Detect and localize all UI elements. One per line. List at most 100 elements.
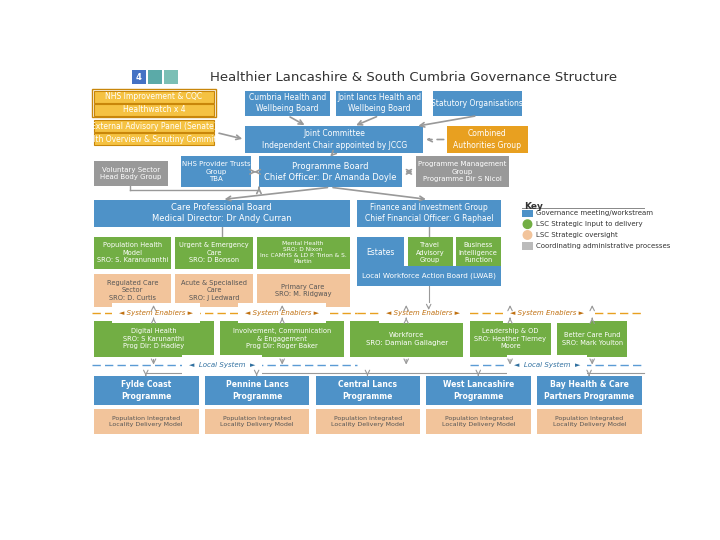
FancyBboxPatch shape — [408, 237, 453, 269]
Circle shape — [523, 220, 532, 228]
FancyBboxPatch shape — [175, 237, 253, 269]
FancyBboxPatch shape — [537, 409, 642, 434]
FancyBboxPatch shape — [94, 321, 214, 356]
FancyBboxPatch shape — [94, 120, 214, 132]
FancyBboxPatch shape — [94, 409, 199, 434]
Text: Pennine Lancs
Programme: Pennine Lancs Programme — [225, 381, 289, 401]
FancyBboxPatch shape — [357, 266, 500, 286]
FancyBboxPatch shape — [426, 376, 531, 405]
Text: Joint lancs Health and
Wellbeing Board: Joint lancs Health and Wellbeing Board — [337, 93, 421, 113]
FancyBboxPatch shape — [204, 376, 310, 405]
Text: Population Integrated
Locality Delivery Model: Population Integrated Locality Delivery … — [220, 416, 294, 427]
FancyBboxPatch shape — [351, 321, 463, 356]
Text: ◄ System Enablers ►: ◄ System Enablers ► — [246, 309, 319, 316]
Text: Travel
Advisory
Group: Travel Advisory Group — [416, 242, 444, 263]
FancyBboxPatch shape — [256, 237, 350, 269]
FancyBboxPatch shape — [523, 210, 533, 217]
FancyBboxPatch shape — [315, 409, 420, 434]
FancyBboxPatch shape — [204, 409, 310, 434]
Text: Coordinating administrative processes: Coordinating administrative processes — [536, 243, 671, 249]
Text: Key: Key — [524, 202, 543, 211]
FancyBboxPatch shape — [469, 321, 551, 356]
FancyBboxPatch shape — [181, 157, 251, 187]
Text: Governance meeting/workstream: Governance meeting/workstream — [536, 211, 654, 217]
Text: Population Integrated
Locality Delivery Model: Population Integrated Locality Delivery … — [442, 416, 516, 427]
Text: Urgent & Emergency
Care
SRO: D Bonson: Urgent & Emergency Care SRO: D Bonson — [179, 242, 249, 263]
Text: LSC Strategic Input to delivery: LSC Strategic Input to delivery — [536, 221, 643, 227]
FancyBboxPatch shape — [446, 126, 528, 153]
FancyBboxPatch shape — [426, 409, 531, 434]
FancyBboxPatch shape — [94, 274, 171, 307]
FancyBboxPatch shape — [175, 274, 253, 307]
FancyBboxPatch shape — [94, 200, 350, 227]
Text: Population Integrated
Locality Delivery Model: Population Integrated Locality Delivery … — [109, 416, 183, 427]
FancyBboxPatch shape — [433, 91, 522, 116]
FancyBboxPatch shape — [94, 237, 171, 269]
FancyBboxPatch shape — [132, 70, 145, 84]
Text: Voluntary Sector
Head Body Group: Voluntary Sector Head Body Group — [100, 167, 161, 180]
Text: Fylde Coast
Programme: Fylde Coast Programme — [121, 381, 171, 401]
Text: Finance and Investment Group
Chief Financial Officer: G Raphael: Finance and Investment Group Chief Finan… — [365, 204, 493, 224]
Text: Care Professional Board
Medical Director: Dr Andy Curran: Care Professional Board Medical Director… — [152, 204, 292, 224]
Text: Central Lancs
Programme: Central Lancs Programme — [338, 381, 397, 401]
Text: ◄ System Enablers ►: ◄ System Enablers ► — [119, 309, 193, 316]
FancyBboxPatch shape — [357, 237, 404, 269]
FancyBboxPatch shape — [357, 200, 500, 227]
Text: Health Overview & Scrutiny Committee: Health Overview & Scrutiny Committee — [78, 134, 230, 144]
Text: Estates: Estates — [366, 248, 395, 257]
Text: Primary Care
SRO: M. Ridgway: Primary Care SRO: M. Ridgway — [275, 284, 331, 297]
Text: External Advisory Panel (Senate): External Advisory Panel (Senate) — [91, 122, 217, 131]
FancyBboxPatch shape — [557, 321, 627, 356]
Text: ◄  Local System  ►: ◄ Local System ► — [514, 362, 580, 368]
FancyBboxPatch shape — [94, 104, 214, 116]
Text: Population Integrated
Locality Delivery Model: Population Integrated Locality Delivery … — [553, 416, 626, 427]
Text: Digital Health
SRO: S Karunanthi
Prog Dir: D Hadley: Digital Health SRO: S Karunanthi Prog Di… — [123, 328, 184, 349]
FancyBboxPatch shape — [94, 133, 214, 145]
Text: Healthier Lancashire & South Cumbria Governance Structure: Healthier Lancashire & South Cumbria Gov… — [210, 71, 617, 84]
FancyBboxPatch shape — [94, 161, 168, 186]
Text: Statutory Organisations: Statutory Organisations — [431, 99, 523, 108]
Text: ◄ System Enablers ►: ◄ System Enablers ► — [510, 309, 584, 316]
Text: Programme Board
Chief Officer: Dr Amanda Doyle: Programme Board Chief Officer: Dr Amanda… — [264, 162, 397, 182]
FancyBboxPatch shape — [523, 242, 533, 249]
Text: 4: 4 — [136, 72, 142, 82]
FancyBboxPatch shape — [94, 376, 199, 405]
Text: Cumbria Health and
Wellbeing Board: Cumbria Health and Wellbeing Board — [249, 93, 326, 113]
Text: ◄  Local System  ►: ◄ Local System ► — [189, 362, 255, 368]
Text: Regulated Care
Sector
SRO: D. Curtis: Regulated Care Sector SRO: D. Curtis — [107, 280, 158, 301]
Text: Population Health
Model
SRO: S. Karanunanthi: Population Health Model SRO: S. Karanuna… — [97, 242, 168, 263]
Text: Workforce
SRO: Damian Gallagher: Workforce SRO: Damian Gallagher — [366, 332, 448, 346]
Text: Joint Committee
Independent Chair appointed by JCCG: Joint Committee Independent Chair appoin… — [261, 130, 407, 150]
Text: Healthwatch x 4: Healthwatch x 4 — [122, 105, 185, 114]
FancyBboxPatch shape — [245, 91, 330, 116]
Text: Local Workforce Action Board (LWAB): Local Workforce Action Board (LWAB) — [362, 273, 496, 279]
Text: Acute & Specialised
Care
SRO: J Ledward: Acute & Specialised Care SRO: J Ledward — [181, 280, 247, 301]
FancyBboxPatch shape — [336, 91, 422, 116]
FancyBboxPatch shape — [456, 237, 500, 269]
Text: Involvement, Communication
& Engagement
Prog Dir: Roger Baker: Involvement, Communication & Engagement … — [233, 328, 331, 349]
FancyBboxPatch shape — [256, 274, 350, 307]
Text: Leadership & OD
SRO: Heather Tierney
Moore: Leadership & OD SRO: Heather Tierney Moo… — [474, 328, 546, 349]
Text: Population Integrated
Locality Delivery Model: Population Integrated Locality Delivery … — [331, 416, 405, 427]
Text: Mental Health
SRO: D Nixon
Inc CAMHS & LD P. Tirion & S.
Martin: Mental Health SRO: D Nixon Inc CAMHS & L… — [260, 241, 346, 265]
FancyBboxPatch shape — [415, 157, 508, 187]
FancyBboxPatch shape — [164, 70, 179, 84]
FancyBboxPatch shape — [148, 70, 162, 84]
Text: Combined
Authorities Group: Combined Authorities Group — [453, 130, 521, 150]
Text: Better Care Fund
SRO: Mark Youlton: Better Care Fund SRO: Mark Youlton — [562, 332, 623, 346]
Text: ◄ System Enablers ►: ◄ System Enablers ► — [386, 309, 460, 316]
Text: LSC Strategic oversight: LSC Strategic oversight — [536, 232, 618, 238]
Text: NHS Improvement & CQC: NHS Improvement & CQC — [105, 92, 202, 102]
FancyBboxPatch shape — [94, 91, 214, 103]
FancyBboxPatch shape — [245, 126, 423, 153]
Circle shape — [523, 231, 532, 239]
FancyBboxPatch shape — [315, 376, 420, 405]
Text: Bay Health & Care
Partners Programme: Bay Health & Care Partners Programme — [544, 381, 634, 401]
FancyBboxPatch shape — [259, 157, 402, 187]
Text: West Lancashire
Programme: West Lancashire Programme — [443, 381, 514, 401]
FancyBboxPatch shape — [537, 376, 642, 405]
FancyBboxPatch shape — [220, 321, 344, 356]
Text: Business
Intelligence
Function: Business Intelligence Function — [459, 242, 498, 263]
Text: NHS Provider Trusts
Group
TBA: NHS Provider Trusts Group TBA — [182, 161, 251, 183]
Text: Programme Management
Group
Programme Dir S Nicol: Programme Management Group Programme Dir… — [418, 161, 506, 183]
